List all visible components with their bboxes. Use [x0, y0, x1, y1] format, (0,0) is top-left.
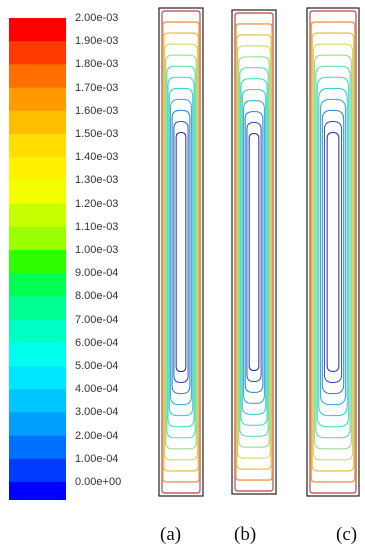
colorbar-tick-label: 0.00e+00	[75, 476, 122, 488]
colorbar-tick-label: 5.00e-04	[75, 360, 119, 372]
colorbar-tick-label: 1.40e-03	[75, 151, 119, 164]
colorbar-swatch	[9, 412, 66, 437]
panel-label-a: (a)	[160, 524, 182, 545]
contour-line	[311, 32, 355, 472]
colorbar-swatch	[9, 389, 66, 413]
colorbar-swatch	[9, 296, 66, 321]
colorbar-swatch	[9, 180, 66, 205]
contour-line	[240, 78, 268, 426]
colorbar-tick-label: 1.10e-03	[75, 220, 119, 233]
colorbar-tick-label: 1.30e-03	[75, 174, 119, 187]
contour-line	[241, 89, 267, 415]
colorbar-tick-label: 3.00e-04	[75, 406, 119, 419]
contour-line	[170, 98, 192, 406]
colorbar-swatch	[9, 110, 66, 135]
contour-line	[243, 100, 265, 404]
contour-line	[173, 120, 189, 384]
colorbar-tick-label: 6.00e-04	[75, 336, 119, 349]
contour-line	[161, 10, 201, 494]
contour-line	[234, 12, 274, 492]
colorbar-swatch	[9, 435, 66, 460]
panel-frame	[158, 7, 204, 497]
contour-line	[167, 76, 195, 428]
contour-line	[309, 10, 357, 494]
contour-line	[164, 43, 198, 461]
colorbar-tick-label: 4.00e-04	[75, 383, 119, 396]
colorbar-tick-label: 1.90e-03	[75, 35, 119, 48]
contour-line	[168, 87, 194, 417]
colorbar-swatch	[9, 366, 66, 390]
colorbar-swatch	[9, 273, 66, 297]
contour-line	[323, 120, 343, 384]
contour-line	[316, 76, 350, 428]
colorbar-swatch	[9, 18, 66, 42]
colorbar-swatch	[9, 226, 66, 251]
contour-line	[165, 54, 197, 450]
contour-line	[163, 32, 199, 472]
contour-line	[244, 111, 264, 393]
colorbar-tick-label: 1.00e-04	[75, 452, 119, 465]
contour-line	[310, 21, 356, 483]
colorbar-swatch	[9, 41, 66, 65]
colorbar-swatch	[9, 458, 66, 483]
colorbar	[9, 18, 66, 500]
contour-line	[246, 122, 262, 382]
colorbar-tick-label: 2.00e-03	[75, 12, 119, 24]
contour-line	[162, 21, 200, 483]
contour-line	[326, 132, 340, 372]
colorbar-swatch	[9, 134, 66, 158]
colorbar-tick-label: 8.00e-04	[75, 290, 119, 303]
colorbar-swatch	[9, 250, 66, 274]
contour-line	[239, 67, 269, 437]
colorbar-tick-label: 9.00e-04	[75, 267, 119, 280]
colorbar-swatch	[9, 342, 66, 367]
colorbar-swatch	[9, 157, 66, 181]
contour-line	[237, 45, 271, 459]
colorbar-tick-label: 2.00e-04	[75, 429, 119, 442]
contour-line	[238, 56, 270, 448]
contour-line	[248, 132, 260, 372]
contour-panel-a	[158, 7, 204, 497]
contour-line	[315, 65, 351, 439]
colorbar-swatch	[9, 87, 66, 112]
panel-frame	[231, 9, 277, 495]
panel-label-b: (b)	[234, 524, 257, 545]
contour-line	[235, 23, 273, 481]
colorbar-swatch	[9, 482, 66, 500]
contour-line	[314, 54, 352, 450]
contour-line	[319, 98, 347, 406]
colorbar-tick-label: 1.20e-03	[75, 197, 119, 210]
colorbar-tick-label: 1.80e-03	[75, 58, 119, 71]
contour-line	[171, 109, 191, 395]
contour-line	[166, 65, 196, 439]
contour-line	[318, 87, 348, 417]
colorbar-swatch	[9, 319, 66, 344]
contour-panel-c	[306, 7, 360, 497]
contour-line	[321, 109, 345, 395]
contour-panel-b	[231, 9, 277, 495]
contour-line	[175, 132, 187, 372]
contour-line	[312, 43, 354, 461]
panel-label-c: (c)	[336, 524, 358, 545]
colorbar-tick-label: 1.60e-03	[75, 104, 119, 117]
colorbar-swatch	[9, 64, 66, 89]
colorbar-tick-label: 7.00e-04	[75, 313, 119, 326]
colorbar-tick-label: 1.50e-03	[75, 128, 119, 140]
colorbar-swatch	[9, 203, 66, 228]
colorbar-tick-label: 1.00e-03	[75, 244, 119, 256]
contour-line	[236, 34, 272, 470]
panel-frame	[306, 7, 360, 497]
colorbar-tick-label: 1.70e-03	[75, 81, 119, 94]
